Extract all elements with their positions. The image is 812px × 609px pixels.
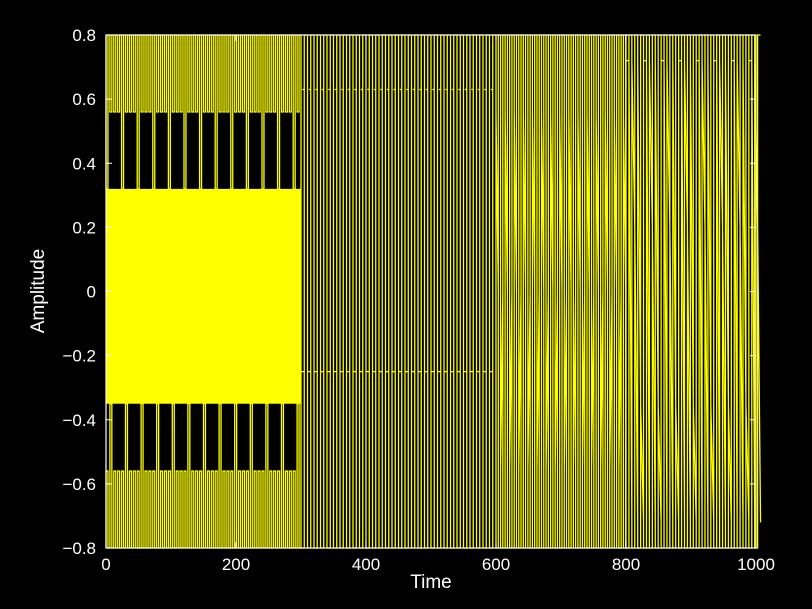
- y-tick-label: 0.4: [72, 154, 96, 173]
- x-tick-label: 600: [482, 555, 510, 574]
- x-tick-label: 800: [612, 555, 640, 574]
- y-tick-label: 0.2: [72, 218, 96, 237]
- ticks-layer: 0 200 400 600 800 1000 −0.8 −0.6 −0.4 −0.2 0 0.2 0.4…: [62, 26, 774, 574]
- y-tick-label: 0.6: [72, 90, 96, 109]
- y-tick-label: 0: [87, 283, 96, 302]
- x-tick-label: 200: [222, 555, 250, 574]
- x-tick-label: 1000: [737, 555, 775, 574]
- signal-dense-band: [106, 188, 301, 404]
- signal-segment-4: [625, 34, 762, 549]
- y-tick-label: 0.8: [72, 26, 96, 45]
- y-tick-label: −0.2: [62, 347, 96, 366]
- x-tick-label: 0: [101, 555, 110, 574]
- y-tick-label: −0.4: [62, 411, 96, 430]
- y-axis-title: Amplitude: [28, 249, 49, 334]
- signal-segment-1: [105, 34, 301, 549]
- x-tick-label: 400: [352, 555, 380, 574]
- y-tick-label: −0.6: [62, 475, 96, 494]
- y-tick-label: −0.8: [62, 539, 96, 558]
- signal-segment-2: [300, 34, 496, 549]
- x-axis-title: Time: [410, 572, 452, 593]
